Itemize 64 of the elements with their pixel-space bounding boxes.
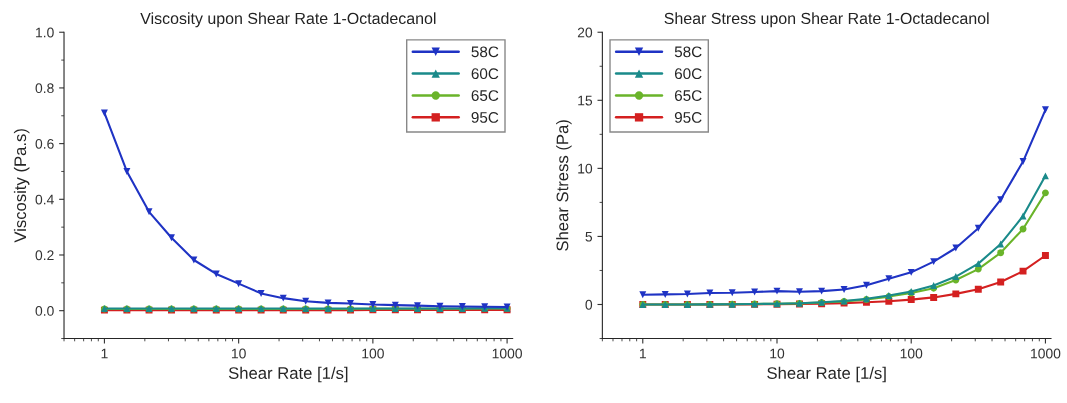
point <box>751 288 759 296</box>
point <box>1041 252 1049 259</box>
point <box>123 167 131 175</box>
legend-label: 95C <box>674 112 702 123</box>
legend-label: 60C <box>674 68 702 80</box>
legend-label: 58C <box>674 46 702 58</box>
y-tick-label: 0.6 <box>35 138 54 149</box>
y-axis-title: Viscosity (Pa.s) <box>13 129 30 243</box>
point <box>930 293 938 301</box>
point <box>952 290 960 298</box>
x-tick-label: 100 <box>362 348 384 359</box>
point <box>1041 106 1049 114</box>
point <box>145 208 153 216</box>
x-tick-label: 100 <box>900 348 923 359</box>
point <box>324 299 332 307</box>
point <box>997 278 1005 286</box>
point <box>369 301 377 309</box>
x-axis-title: Shear Rate [1/s] <box>228 366 348 383</box>
y-tick-label: 5 <box>585 231 593 242</box>
point <box>907 296 915 304</box>
point <box>257 289 265 297</box>
legend-label: 60C <box>471 68 499 80</box>
point <box>997 196 1005 204</box>
point <box>930 258 938 266</box>
y-tick-label: 20 <box>577 27 593 38</box>
point <box>840 286 848 293</box>
point <box>795 288 803 296</box>
legend-label: 65C <box>471 90 499 101</box>
point <box>168 234 175 242</box>
point <box>1041 189 1049 197</box>
y-axis-title: Shear Stress (Pa) <box>556 120 572 251</box>
point <box>974 285 982 293</box>
chart-title: Viscosity upon Shear Rate 1-Octadecanol <box>140 12 436 28</box>
point <box>997 249 1005 257</box>
y-tick-label: 10 <box>578 163 593 174</box>
legend-label: 65C <box>674 90 702 101</box>
x-tick-label: 1000 <box>1031 348 1061 359</box>
point <box>862 281 870 289</box>
point <box>728 289 736 297</box>
point <box>1041 172 1049 180</box>
legend-label: 95C <box>471 112 499 123</box>
y-tick-label: 1.0 <box>36 27 54 38</box>
point <box>1019 267 1027 275</box>
y-tick-label: 0.0 <box>35 306 54 316</box>
chart-title: Shear Stress upon Shear Rate 1-Octadecanol <box>664 12 989 28</box>
x-tick-label: 10 <box>231 348 246 359</box>
y-tick-label: 0.2 <box>35 250 54 261</box>
point <box>639 291 647 299</box>
y-tick-label: 15 <box>578 95 593 106</box>
point <box>212 270 220 278</box>
y-tick-label: 0.4 <box>35 194 54 205</box>
point <box>235 280 243 288</box>
point <box>347 299 354 307</box>
x-tick-label: 1 <box>639 348 646 359</box>
point <box>773 287 781 295</box>
point <box>1019 158 1027 166</box>
x-tick-label: 1 <box>101 348 108 359</box>
x-tick-label: 10 <box>770 348 785 359</box>
point <box>885 275 893 283</box>
legend-label: 58C <box>471 46 499 58</box>
y-tick-label: 0.8 <box>35 83 54 94</box>
x-tick-label: 1000 <box>492 348 522 359</box>
y-tick-label: 0 <box>585 299 593 310</box>
x-axis-title: Shear Rate [1/s] <box>767 366 886 383</box>
